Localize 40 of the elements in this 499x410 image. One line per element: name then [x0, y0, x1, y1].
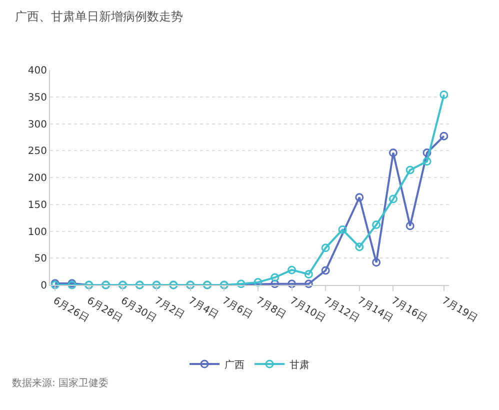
y-tick-label: 400	[28, 66, 47, 76]
point	[254, 278, 262, 287]
point	[288, 280, 296, 288]
x-tick-label: 7月6日	[220, 295, 254, 322]
point	[338, 225, 347, 234]
y-tick-label: 0	[40, 280, 47, 292]
point	[321, 244, 330, 252]
point	[236, 280, 246, 288]
y-tick-label: 200	[28, 173, 47, 184]
y-tick-label: 50	[34, 254, 47, 265]
legend-label: 甘肃	[290, 358, 310, 371]
point	[440, 90, 448, 99]
point	[372, 220, 381, 230]
point	[304, 280, 313, 288]
point	[422, 148, 432, 158]
point	[270, 280, 280, 288]
point	[388, 148, 398, 158]
point	[422, 157, 432, 166]
source-note: 数据来源: 国家卫健委	[12, 377, 109, 389]
point	[372, 258, 381, 267]
chart-title: 广西、甘肃单日新增病例数走势	[14, 10, 183, 24]
x-tick-label: 7月19日	[440, 295, 480, 324]
y-tick-label: 250	[28, 146, 47, 158]
y-tick-label: 350	[28, 92, 47, 104]
y-tick-label: 100	[28, 226, 47, 238]
point	[270, 273, 280, 282]
point	[388, 194, 398, 204]
point	[406, 222, 414, 230]
point	[321, 266, 330, 275]
x-tick-label: 7月8日	[254, 295, 288, 322]
y-tick-label: 150	[28, 200, 47, 211]
y-tick-label: 300	[28, 119, 47, 130]
point	[440, 132, 448, 140]
point	[304, 270, 313, 278]
point	[355, 242, 364, 252]
point	[355, 193, 364, 202]
legend-label: 广西	[224, 358, 244, 371]
point	[406, 166, 414, 174]
x-tick-label: 7月4日	[186, 295, 220, 322]
point	[288, 266, 296, 274]
